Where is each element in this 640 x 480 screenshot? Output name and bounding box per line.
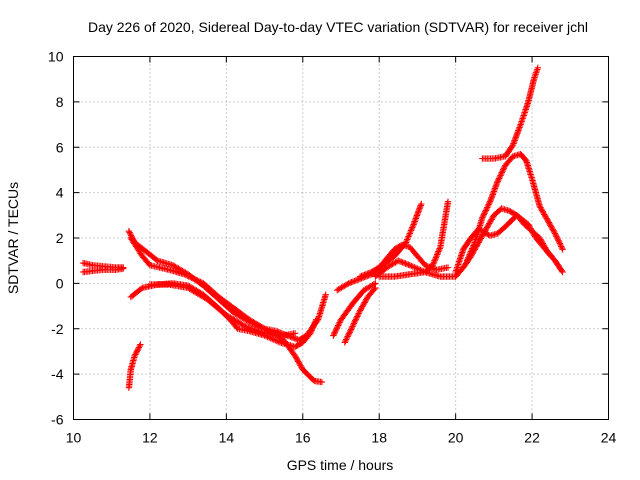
plus-marks	[125, 341, 144, 391]
y-tick-label: 8	[56, 94, 64, 110]
x-tick-label: 20	[448, 430, 464, 446]
series-arc-16	[479, 64, 541, 162]
y-tick-label: 4	[56, 185, 64, 201]
x-tick-labels: 10 12 14 16 18 20 22 24	[66, 430, 617, 446]
series-arc-9	[341, 284, 379, 346]
series-arc-7	[146, 281, 299, 339]
plus-marks	[463, 150, 566, 264]
x-tick-label: 12	[142, 430, 158, 446]
series-arc-15	[463, 150, 566, 264]
y-tick-label: 0	[56, 275, 64, 291]
plus-marks	[356, 241, 452, 280]
plus-marks	[479, 64, 541, 162]
y-tick-label: -6	[51, 412, 64, 428]
x-tick-label: 10	[66, 430, 82, 446]
series-arc-3	[125, 341, 144, 391]
series-arc-2	[79, 265, 127, 276]
chart-title: Day 226 of 2020, Sidereal Day-to-day VTE…	[88, 19, 588, 35]
y-tick-label: -4	[51, 366, 64, 382]
y-axis-title: SDTVAR / TECUs	[5, 182, 21, 294]
y-tick-label: 10	[48, 49, 64, 65]
grid	[73, 56, 609, 420]
x-tick-label: 22	[524, 430, 540, 446]
y-tick-label: 6	[56, 139, 64, 155]
x-tick-label: 18	[371, 430, 387, 446]
x-tick-label: 16	[295, 430, 311, 446]
x-axis-title: GPS time / hours	[287, 457, 394, 473]
plus-marks	[79, 265, 127, 276]
plus-marks	[452, 212, 555, 276]
plus-marks	[146, 281, 299, 339]
x-tick-label: 14	[219, 430, 235, 446]
series-arc-14	[452, 212, 555, 276]
x-tick-label: 24	[601, 430, 617, 446]
y-tick-label: 2	[56, 230, 64, 246]
y-tick-labels: -6 -4 -2 0 2 4 6 8 10	[48, 49, 64, 428]
series-arc-8	[330, 280, 379, 339]
y-tick-label: -2	[51, 321, 64, 337]
plus-marks	[341, 284, 379, 346]
series-arc-11	[356, 241, 452, 280]
plus-marks	[330, 280, 379, 339]
data-marks	[79, 64, 566, 391]
plot-frame	[73, 56, 609, 420]
